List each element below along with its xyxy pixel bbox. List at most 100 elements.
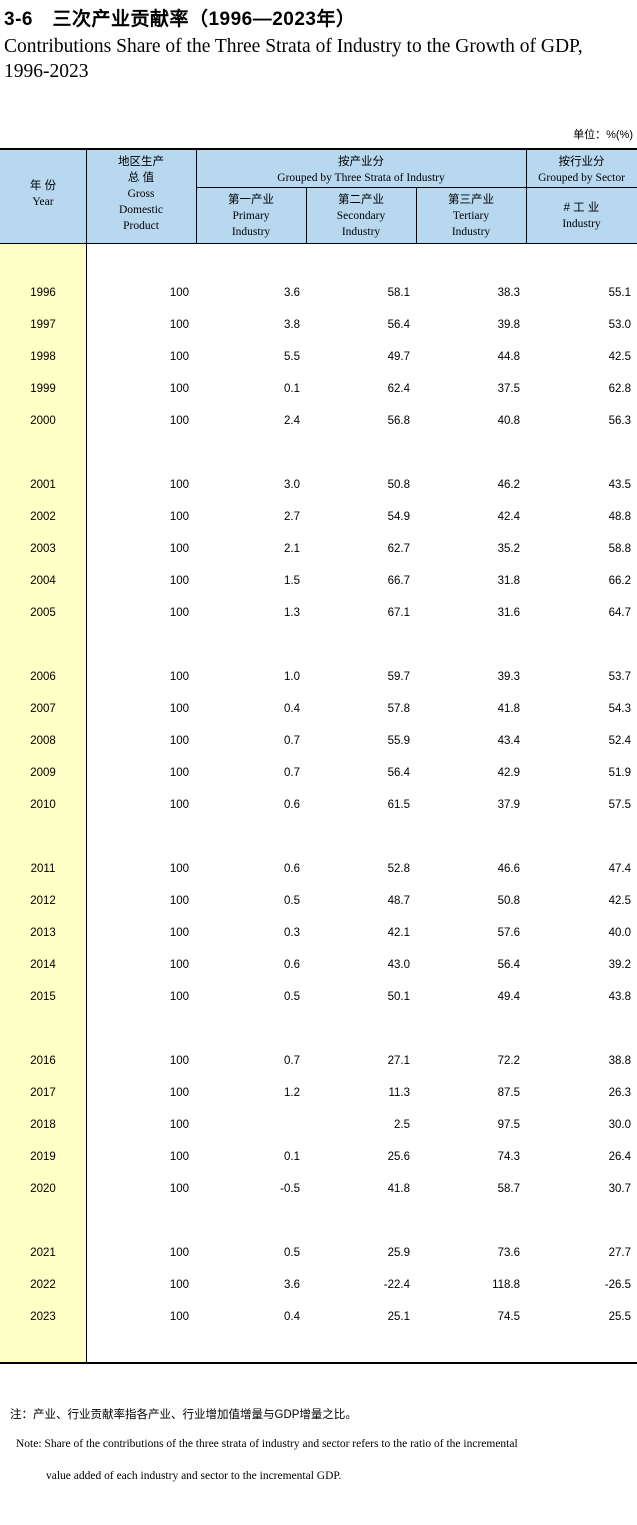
cell-gdp: 100 xyxy=(169,767,189,779)
cell-gdp: 100 xyxy=(169,383,189,395)
header-gdp-en3: Product xyxy=(123,220,159,232)
year-column-divider xyxy=(86,244,87,1363)
year-column-background xyxy=(0,244,86,1363)
note-en-line1: Note: Share of the contributions of the … xyxy=(16,1438,518,1450)
cell-primary: 1.0 xyxy=(284,671,300,683)
header-gdp-en1: Gross xyxy=(127,188,155,200)
table-row: 2020 100 -0.5 41.8 58.7 30.7 xyxy=(0,1183,637,1201)
cell-secondary: 11.3 xyxy=(388,1087,410,1099)
cell-year: 2007 xyxy=(30,703,56,715)
cell-year: 1996 xyxy=(30,287,56,299)
cell-secondary: 66.7 xyxy=(387,575,410,587)
header-tertiary-en1: Tertiary xyxy=(452,210,490,222)
header-gdp-cn2: 总 值 xyxy=(127,172,155,184)
cell-primary: -0.5 xyxy=(280,1183,300,1195)
cell-tertiary: 49.4 xyxy=(497,991,520,1003)
header-industry-en: Industry xyxy=(562,218,601,230)
cell-industry: 57.5 xyxy=(608,799,631,811)
cell-tertiary: 37.9 xyxy=(497,799,520,811)
cell-gdp: 100 xyxy=(169,1311,189,1323)
table-row: 2022 100 3.6 -22.4 118.8 -26.5 xyxy=(0,1279,637,1297)
cell-primary: 3.8 xyxy=(284,319,300,331)
header-primary-en2: Industry xyxy=(231,226,271,238)
cell-industry: 53.0 xyxy=(608,319,631,331)
cell-primary: 0.5 xyxy=(284,1247,300,1259)
cell-tertiary: 42.4 xyxy=(497,511,520,523)
cell-primary: 0.4 xyxy=(284,1311,300,1323)
cell-tertiary: 97.5 xyxy=(497,1119,520,1131)
cell-industry: 64.7 xyxy=(608,607,631,619)
cell-year: 2016 xyxy=(30,1055,56,1067)
cell-gdp: 100 xyxy=(169,543,189,555)
cell-industry: 66.2 xyxy=(608,575,631,587)
cell-gdp: 100 xyxy=(169,1119,189,1131)
cell-industry: 56.3 xyxy=(608,415,631,427)
cell-year: 2013 xyxy=(30,927,56,939)
cell-year: 2014 xyxy=(30,959,56,971)
cell-gdp: 100 xyxy=(169,1087,189,1099)
cell-primary: 0.6 xyxy=(284,863,300,875)
cell-secondary: -22.4 xyxy=(383,1279,410,1291)
cell-year: 2001 xyxy=(30,479,56,491)
cell-year: 1999 xyxy=(30,383,56,395)
header-tertiary-cn: 第三产业 xyxy=(448,194,494,206)
cell-industry: 40.0 xyxy=(608,927,631,939)
header-industry: # 工 业 Industry xyxy=(526,200,637,232)
cell-gdp: 100 xyxy=(169,799,189,811)
cell-gdp: 100 xyxy=(169,1183,189,1195)
cell-gdp: 100 xyxy=(169,959,189,971)
cell-industry: 38.8 xyxy=(608,1055,631,1067)
header-year-cn: 年 份 xyxy=(29,180,57,192)
cell-industry: 42.5 xyxy=(608,895,631,907)
cell-industry: 58.8 xyxy=(608,543,631,555)
header-secondary: 第二产业 Secondary Industry xyxy=(306,192,416,240)
table-row: 2017 100 1.2 11.3 87.5 26.3 xyxy=(0,1087,637,1105)
cell-industry: 26.3 xyxy=(608,1087,631,1099)
cell-industry: 47.4 xyxy=(608,863,631,875)
cell-gdp: 100 xyxy=(169,927,189,939)
cell-secondary: 58.1 xyxy=(387,287,410,299)
header-secondary-cn: 第二产业 xyxy=(338,194,384,206)
header-gdp-en2: Domestic xyxy=(118,204,164,216)
cell-primary: 2.1 xyxy=(284,543,300,555)
cell-year: 1997 xyxy=(30,319,56,331)
table-row: 1996 100 3.6 58.1 38.3 55.1 xyxy=(0,287,637,305)
header-primary: 第一产业 Primary Industry xyxy=(196,192,306,240)
table-row: 2011 100 0.6 52.8 46.6 47.4 xyxy=(0,863,637,881)
cell-primary: 0.6 xyxy=(284,799,300,811)
cell-secondary: 25.9 xyxy=(387,1247,410,1259)
cell-primary: 0.5 xyxy=(284,895,300,907)
cell-tertiary: 41.8 xyxy=(497,703,520,715)
table-row: 2004 100 1.5 66.7 31.8 66.2 xyxy=(0,575,637,593)
cell-industry: 43.8 xyxy=(608,991,631,1003)
cell-secondary: 54.9 xyxy=(387,511,410,523)
cell-industry: 27.7 xyxy=(608,1247,631,1259)
cell-secondary: 56.4 xyxy=(387,319,410,331)
header-secondary-en2: Industry xyxy=(341,226,381,238)
table-row: 1999 100 0.1 62.4 37.5 62.8 xyxy=(0,383,637,401)
cell-gdp: 100 xyxy=(169,895,189,907)
cell-year: 2011 xyxy=(30,863,56,875)
table-row: 2002 100 2.7 54.9 42.4 48.8 xyxy=(0,511,637,529)
cell-secondary: 57.8 xyxy=(387,703,410,715)
cell-secondary: 27.1 xyxy=(387,1055,410,1067)
cell-year: 2005 xyxy=(30,607,56,619)
table-row: 2007 100 0.4 57.8 41.8 54.3 xyxy=(0,703,637,721)
cell-secondary: 50.1 xyxy=(387,991,410,1003)
cell-year: 2006 xyxy=(30,671,56,683)
cell-year: 2002 xyxy=(30,511,56,523)
cell-tertiary: 87.5 xyxy=(497,1087,520,1099)
header-year-en: Year xyxy=(32,196,54,208)
cell-secondary: 48.7 xyxy=(387,895,410,907)
cell-industry: 54.3 xyxy=(608,703,631,715)
cell-primary: 0.7 xyxy=(284,735,300,747)
cell-gdp: 100 xyxy=(169,287,189,299)
table-bottom-border xyxy=(0,1362,637,1364)
cell-secondary: 25.1 xyxy=(387,1311,410,1323)
table-row: 2014 100 0.6 43.0 56.4 39.2 xyxy=(0,959,637,977)
cell-gdp: 100 xyxy=(169,735,189,747)
cell-tertiary: 58.7 xyxy=(497,1183,520,1195)
cell-primary: 0.3 xyxy=(284,927,300,939)
cell-gdp: 100 xyxy=(169,1055,189,1067)
cell-industry: 30.0 xyxy=(608,1119,631,1131)
